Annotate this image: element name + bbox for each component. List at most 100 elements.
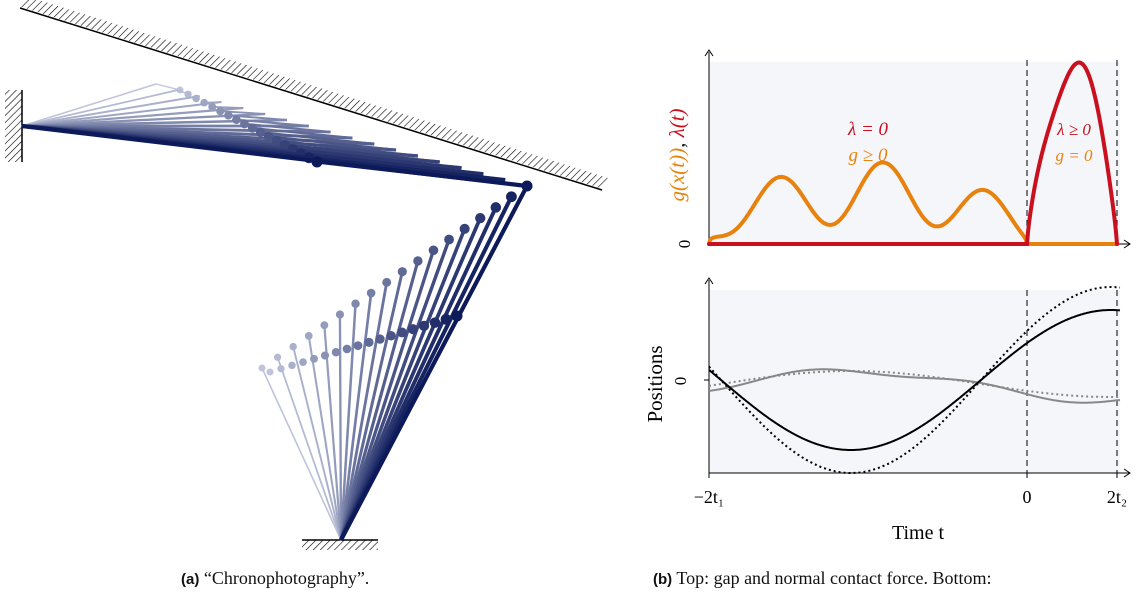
link-bar xyxy=(276,139,419,158)
link-bar xyxy=(292,147,462,170)
annotation-left-lambda: λ = 0 xyxy=(847,119,889,140)
gray-solid-curve xyxy=(708,368,1121,404)
tip-joint xyxy=(475,212,486,224)
link-bar xyxy=(308,156,506,182)
top-plot: 0 g(x(t)), λ(t) λ = 0 g ≥ 0 λ ≥ 0 g = 0 xyxy=(665,49,1131,249)
mid-joint xyxy=(266,368,274,376)
arm-joint xyxy=(287,144,298,155)
arm-joint xyxy=(279,140,290,151)
tip-joint xyxy=(428,245,439,256)
pendulum-bar xyxy=(307,335,343,541)
mid-joint xyxy=(277,365,285,373)
left-wall-support xyxy=(5,90,23,162)
arm-joint xyxy=(200,98,209,107)
black-dotted-curve xyxy=(708,286,1121,474)
caption-a-text: “Chronophotography”. xyxy=(203,568,370,588)
arm-bar xyxy=(21,83,157,127)
tip-joint xyxy=(366,288,376,298)
link-bar xyxy=(300,151,484,176)
pendulum-bar xyxy=(323,325,343,541)
frame-5 xyxy=(21,102,343,541)
link-bar xyxy=(268,135,397,152)
arm-joint xyxy=(247,123,258,133)
mid-joint xyxy=(397,327,407,338)
gap-curve xyxy=(707,160,1119,246)
ground-support xyxy=(302,539,378,550)
tip-joint xyxy=(521,180,533,192)
arm-joint xyxy=(192,94,200,103)
link-bar xyxy=(284,143,440,164)
link-bar xyxy=(316,160,528,188)
tip-joint xyxy=(413,256,423,266)
mid-joint xyxy=(451,310,463,322)
arm-joint xyxy=(208,102,217,111)
mid-joint xyxy=(353,341,363,351)
mid-joint xyxy=(407,324,419,335)
caption-b-tag: (b) xyxy=(653,571,673,588)
arm-joint xyxy=(240,119,249,129)
pendulum-bar xyxy=(339,282,389,541)
mid-joint xyxy=(418,320,430,332)
arm-joint xyxy=(263,131,274,142)
x-axis-label: Time t xyxy=(892,522,945,544)
pendulum-bar xyxy=(339,292,373,541)
pendulum-bar xyxy=(339,185,529,541)
pendulum-bar xyxy=(339,249,436,541)
arm-joint xyxy=(184,90,192,98)
tip-joint xyxy=(397,267,407,277)
mid-joint xyxy=(429,317,441,328)
annotation-right-lambda: λ ≥ 0 xyxy=(1056,120,1091,139)
lambda-label: λ(t) xyxy=(665,108,689,138)
tip-joint xyxy=(304,332,313,340)
arm-joint xyxy=(255,127,266,138)
mid-joint xyxy=(320,351,330,360)
link-bar xyxy=(155,83,181,91)
caption-b-text: Top: gap and normal contact force. Botto… xyxy=(676,568,992,588)
top-plot-background xyxy=(709,62,1120,244)
top-zero-label: 0 xyxy=(675,240,694,249)
pendulum-bar xyxy=(276,357,342,541)
chronophotography-panel xyxy=(5,0,608,550)
arm-bar xyxy=(21,100,222,128)
link-bar xyxy=(252,126,353,140)
x-tick-2t2: 2t₂ xyxy=(1107,487,1127,507)
mid-joint xyxy=(375,334,385,344)
tip-joint xyxy=(289,342,297,351)
arm-bar xyxy=(21,95,200,127)
frame-4 xyxy=(21,98,343,541)
frame-2 xyxy=(21,89,342,541)
link-bar xyxy=(236,118,309,128)
arm-joint xyxy=(232,115,241,124)
tip-joint xyxy=(351,299,360,308)
caption-b: (b) Top: gap and normal contact force. B… xyxy=(653,568,992,589)
caption-a: (a) “Chronophotography”. xyxy=(181,568,369,589)
gray-dotted-curve xyxy=(708,370,1120,398)
x-tick-zero: 0 xyxy=(1023,487,1032,507)
arm-joint xyxy=(216,107,225,116)
frame-3 xyxy=(21,94,342,541)
mid-joint xyxy=(364,337,374,347)
bottom-plot: 0 Positions −2t₁ 0 2t₂ Time t xyxy=(643,277,1131,544)
bottom-zero-label: 0 xyxy=(671,377,690,386)
frame-7 xyxy=(21,111,360,541)
pendulum-bar xyxy=(339,303,357,541)
inclined-wall xyxy=(18,0,608,191)
black-solid-curve xyxy=(708,309,1121,451)
tip-joint xyxy=(320,321,329,330)
pendulum-bar xyxy=(339,271,404,541)
pendulum-bar xyxy=(261,367,342,541)
mid-joint xyxy=(310,354,318,363)
tip-joint xyxy=(444,234,454,245)
gap-label: g(x(t)) xyxy=(665,148,689,202)
mid-joint xyxy=(288,361,296,370)
link-bar xyxy=(212,106,244,109)
pendulum-bar xyxy=(338,314,343,541)
caption-a-tag: (a) xyxy=(181,571,200,588)
tip-joint xyxy=(335,310,345,319)
pendulum-bar xyxy=(292,346,342,541)
mid-joint xyxy=(386,330,396,341)
arm-bar xyxy=(21,89,179,127)
tip-joint xyxy=(258,364,266,372)
arm-joint xyxy=(224,111,233,120)
